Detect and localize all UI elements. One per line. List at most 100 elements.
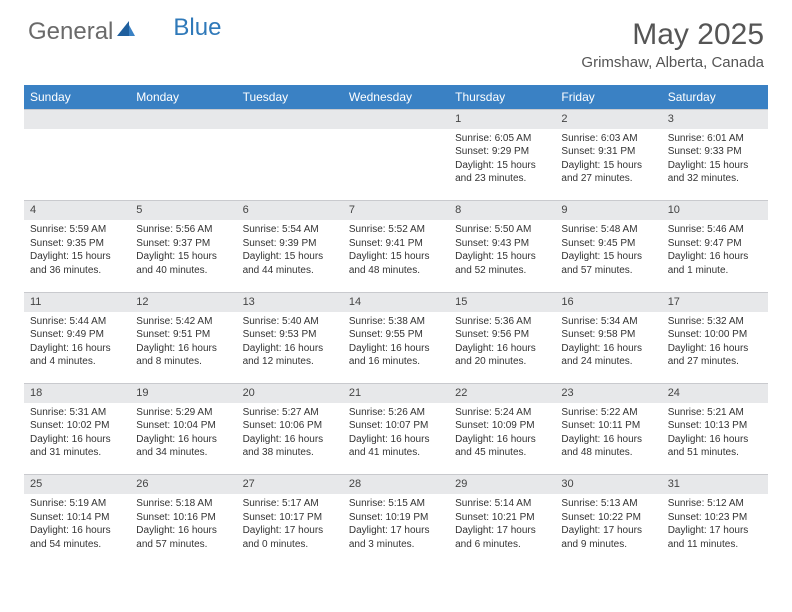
day-line: Sunset: 9:31 PM: [561, 145, 655, 159]
day-line: Daylight: 16 hours: [30, 524, 124, 538]
day-line: and 36 minutes.: [30, 264, 124, 278]
day-line: and 0 minutes.: [243, 538, 337, 552]
day-line: Sunset: 9:35 PM: [30, 237, 124, 251]
day-cell: Sunrise: 5:48 AMSunset: 9:45 PMDaylight:…: [555, 220, 661, 292]
day-line: Sunrise: 5:59 AM: [30, 223, 124, 237]
day-line: Sunset: 10:22 PM: [561, 511, 655, 525]
day-cell: [237, 129, 343, 201]
day-line: Sunrise: 5:52 AM: [349, 223, 443, 237]
day-line: Daylight: 15 hours: [668, 159, 762, 173]
day-line: Sunset: 10:21 PM: [455, 511, 549, 525]
day-number: 17: [662, 292, 768, 311]
day-number: 21: [343, 384, 449, 403]
day-cell: Sunrise: 5:38 AMSunset: 9:55 PMDaylight:…: [343, 312, 449, 384]
day-line: Daylight: 15 hours: [455, 250, 549, 264]
day-number: 20: [237, 384, 343, 403]
day-number: 26: [130, 475, 236, 494]
weekday-header: Wednesday: [343, 85, 449, 110]
day-line: Daylight: 16 hours: [668, 342, 762, 356]
day-number: 12: [130, 292, 236, 311]
day-line: Daylight: 15 hours: [455, 159, 549, 173]
day-line: Sunset: 9:47 PM: [668, 237, 762, 251]
day-line: Sunset: 9:33 PM: [668, 145, 762, 159]
day-line: Sunset: 10:16 PM: [136, 511, 230, 525]
day-cell: Sunrise: 5:56 AMSunset: 9:37 PMDaylight:…: [130, 220, 236, 292]
day-line: Sunrise: 5:44 AM: [30, 315, 124, 329]
day-line: Sunrise: 5:54 AM: [243, 223, 337, 237]
day-line: Sunrise: 5:14 AM: [455, 497, 549, 511]
day-line: Daylight: 17 hours: [455, 524, 549, 538]
day-line: Daylight: 16 hours: [668, 250, 762, 264]
day-line: and 34 minutes.: [136, 446, 230, 460]
day-line: Sunrise: 5:40 AM: [243, 315, 337, 329]
day-line: Sunrise: 5:12 AM: [668, 497, 762, 511]
day-line: Sunset: 10:00 PM: [668, 328, 762, 342]
day-line: and 27 minutes.: [668, 355, 762, 369]
day-line: Sunrise: 6:03 AM: [561, 132, 655, 146]
day-number: 5: [130, 201, 236, 220]
daynum-row: 123: [24, 110, 768, 129]
day-line: Daylight: 16 hours: [668, 433, 762, 447]
day-line: Sunset: 9:51 PM: [136, 328, 230, 342]
day-number: 29: [449, 475, 555, 494]
day-cell: Sunrise: 6:03 AMSunset: 9:31 PMDaylight:…: [555, 129, 661, 201]
day-content-row: Sunrise: 5:19 AMSunset: 10:14 PMDaylight…: [24, 494, 768, 566]
day-number: 25: [24, 475, 130, 494]
day-line: Sunrise: 5:21 AM: [668, 406, 762, 420]
day-line: Sunset: 9:56 PM: [455, 328, 549, 342]
day-cell: Sunrise: 5:34 AMSunset: 9:58 PMDaylight:…: [555, 312, 661, 384]
day-line: and 11 minutes.: [668, 538, 762, 552]
day-line: Sunrise: 5:42 AM: [136, 315, 230, 329]
day-line: Sunset: 9:53 PM: [243, 328, 337, 342]
day-line: Sunset: 10:06 PM: [243, 419, 337, 433]
day-line: Sunset: 9:41 PM: [349, 237, 443, 251]
day-line: Daylight: 16 hours: [455, 342, 549, 356]
day-number: 27: [237, 475, 343, 494]
day-line: Sunrise: 6:01 AM: [668, 132, 762, 146]
day-line: and 23 minutes.: [455, 172, 549, 186]
day-number: 23: [555, 384, 661, 403]
day-line: and 54 minutes.: [30, 538, 124, 552]
weekday-header: Friday: [555, 85, 661, 110]
day-line: Sunrise: 5:36 AM: [455, 315, 549, 329]
day-cell: Sunrise: 5:15 AMSunset: 10:19 PMDaylight…: [343, 494, 449, 566]
day-line: and 48 minutes.: [349, 264, 443, 278]
day-line: and 20 minutes.: [455, 355, 549, 369]
day-line: Daylight: 16 hours: [136, 342, 230, 356]
day-line: Daylight: 16 hours: [349, 433, 443, 447]
day-line: Sunset: 9:58 PM: [561, 328, 655, 342]
day-line: Daylight: 16 hours: [349, 342, 443, 356]
day-number: [343, 110, 449, 129]
day-line: Daylight: 16 hours: [243, 342, 337, 356]
day-line: Sunrise: 5:29 AM: [136, 406, 230, 420]
day-line: Sunset: 10:13 PM: [668, 419, 762, 433]
daynum-row: 45678910: [24, 201, 768, 220]
day-line: Sunset: 10:02 PM: [30, 419, 124, 433]
day-cell: [24, 129, 130, 201]
day-line: and 57 minutes.: [136, 538, 230, 552]
day-number: 16: [555, 292, 661, 311]
day-line: Sunset: 9:39 PM: [243, 237, 337, 251]
day-line: Daylight: 16 hours: [30, 433, 124, 447]
day-line: and 9 minutes.: [561, 538, 655, 552]
day-cell: Sunrise: 5:32 AMSunset: 10:00 PMDaylight…: [662, 312, 768, 384]
day-line: Daylight: 15 hours: [136, 250, 230, 264]
day-line: Daylight: 15 hours: [561, 250, 655, 264]
day-number: 6: [237, 201, 343, 220]
day-cell: Sunrise: 5:31 AMSunset: 10:02 PMDaylight…: [24, 403, 130, 475]
day-cell: [130, 129, 236, 201]
day-line: Sunrise: 5:27 AM: [243, 406, 337, 420]
day-cell: Sunrise: 5:12 AMSunset: 10:23 PMDaylight…: [662, 494, 768, 566]
day-line: Daylight: 16 hours: [30, 342, 124, 356]
day-line: Sunset: 10:04 PM: [136, 419, 230, 433]
day-number: 10: [662, 201, 768, 220]
weekday-header: Saturday: [662, 85, 768, 110]
day-line: and 44 minutes.: [243, 264, 337, 278]
day-line: Sunrise: 5:31 AM: [30, 406, 124, 420]
weekday-header: Tuesday: [237, 85, 343, 110]
day-line: and 16 minutes.: [349, 355, 443, 369]
day-cell: [343, 129, 449, 201]
day-line: Daylight: 15 hours: [349, 250, 443, 264]
day-content-row: Sunrise: 5:59 AMSunset: 9:35 PM Daylight:…: [24, 220, 768, 292]
day-cell: Sunrise: 5:27 AMSunset: 10:06 PMDaylight…: [237, 403, 343, 475]
